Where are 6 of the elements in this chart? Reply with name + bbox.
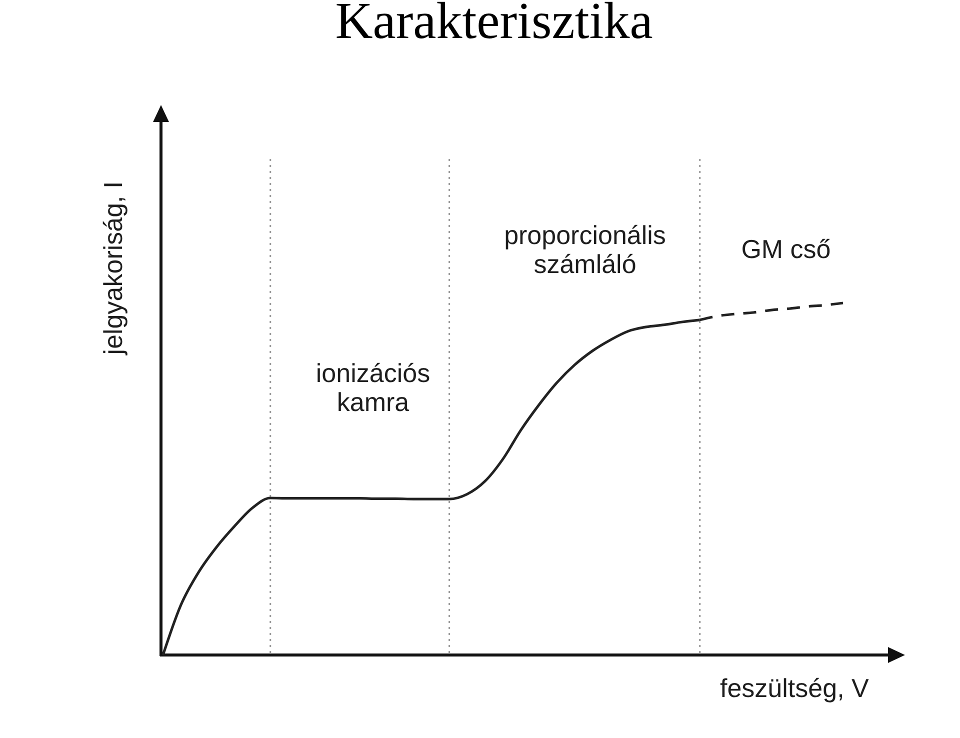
x-axis-title: feszültség, V [720,673,870,703]
y-axis-title: jelgyakoriság, I [98,181,128,356]
chart-title: Karakterisztika [335,0,653,50]
text: proporcionális számláló [504,220,666,279]
annotation: ionizációs kamra [316,358,430,417]
text: GM cső [741,234,831,264]
